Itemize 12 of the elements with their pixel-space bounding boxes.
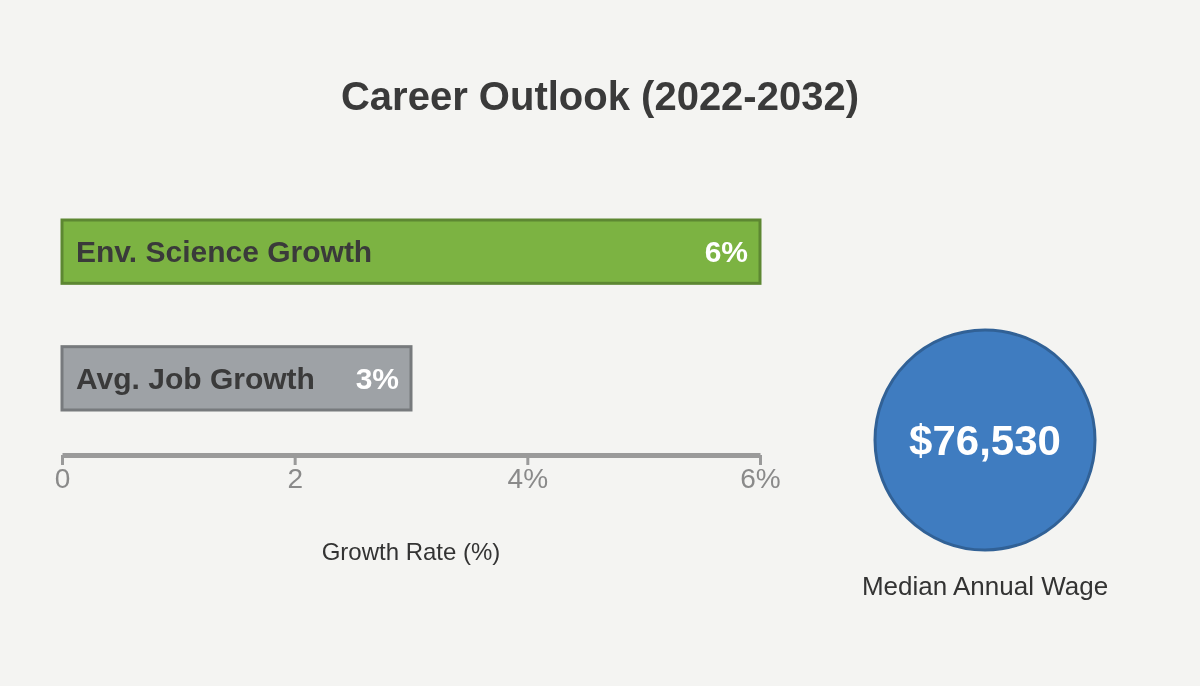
data-label: 6% (704, 235, 748, 269)
x-tick-label: 4% (507, 462, 549, 494)
x-tick-label: 2 (287, 462, 303, 494)
data-label: 3% (355, 361, 399, 395)
x-axis-title: Growth Rate (%) (321, 538, 501, 565)
y-tick-label: Avg. Job Growth (76, 361, 315, 395)
y-tick-label: Env. Science Growth (76, 235, 373, 269)
chart-title: Career Outlook (2022-2032) (340, 74, 860, 118)
category-label: Median Annual Wage (861, 571, 1109, 601)
x-tick-label: 0 (54, 462, 71, 494)
data-label: $76,530 (909, 416, 1061, 464)
x-tick-label: 6% (740, 462, 781, 494)
